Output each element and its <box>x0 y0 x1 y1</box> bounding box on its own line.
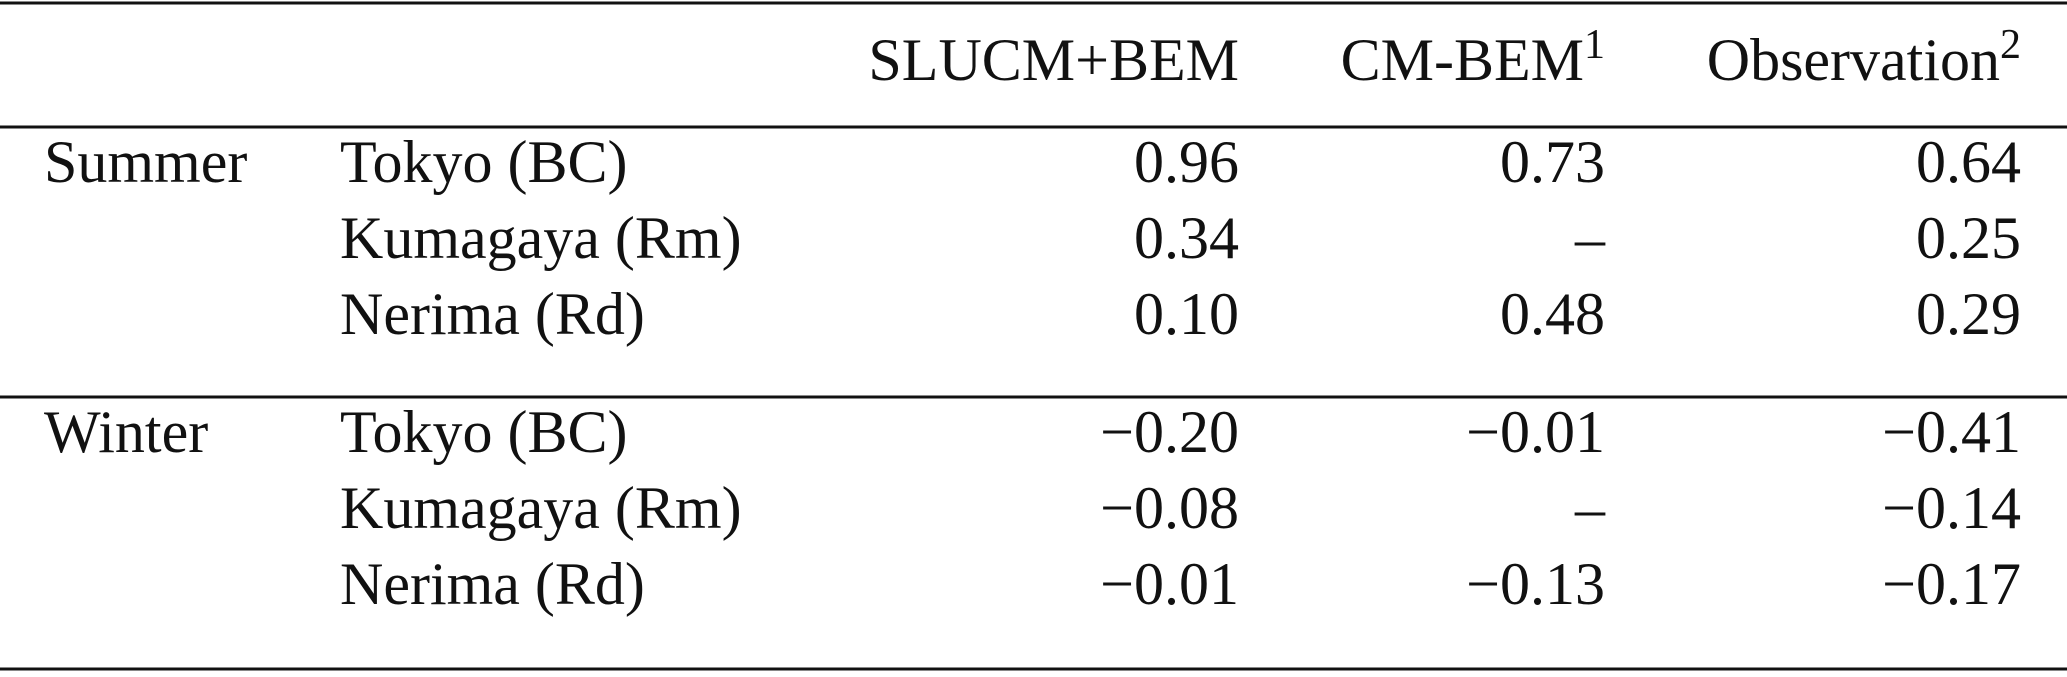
header-text: Observation <box>1707 27 2000 93</box>
cell-value: 0.25 <box>1916 205 2021 271</box>
header-superscript: 2 <box>2000 22 2021 68</box>
header-superscript: 1 <box>1584 22 1605 68</box>
cell-value: −0.41 <box>1882 399 2021 465</box>
cell-value: −0.20 <box>1100 399 1239 465</box>
cell-value: −0.01 <box>1100 551 1239 617</box>
season-label: Winter <box>44 399 208 465</box>
cell-value: 0.96 <box>1134 129 1239 195</box>
cell-value: 0.10 <box>1134 281 1239 347</box>
cell-value: 0.73 <box>1500 129 1605 195</box>
cell-value: 0.29 <box>1916 281 2021 347</box>
cell-value: 0.34 <box>1134 205 1239 271</box>
season-label: Summer <box>44 129 247 195</box>
site-label: Kumagaya (Rm) <box>340 205 742 271</box>
cell-value: −0.14 <box>1882 475 2021 541</box>
site-label: Kumagaya (Rm) <box>340 475 742 541</box>
site-label: Nerima (Rd) <box>340 551 645 617</box>
cell-value: – <box>1574 475 1606 541</box>
site-label: Nerima (Rd) <box>340 281 645 347</box>
header-text: SLUCM+BEM <box>868 27 1239 93</box>
cell-value: 0.64 <box>1916 129 2021 195</box>
cell-value: −0.08 <box>1100 475 1239 541</box>
cell-value: −0.13 <box>1466 551 1605 617</box>
cell-value: 0.48 <box>1500 281 1605 347</box>
header-text: CM-BEM <box>1341 27 1584 93</box>
site-label: Tokyo (BC) <box>340 129 627 195</box>
cell-value: −0.01 <box>1466 399 1605 465</box>
column-header: Observation2 <box>1707 22 2021 93</box>
column-header: CM-BEM1 <box>1341 22 1605 93</box>
cell-value: – <box>1574 205 1606 271</box>
column-header: SLUCM+BEM <box>868 27 1239 93</box>
site-label: Tokyo (BC) <box>340 399 627 465</box>
cell-value: −0.17 <box>1882 551 2021 617</box>
